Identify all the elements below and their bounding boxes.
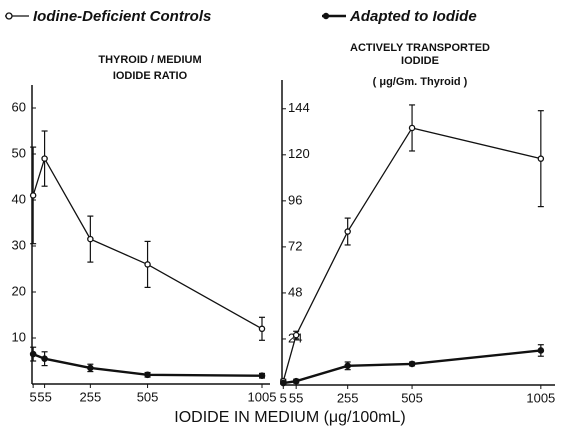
marker <box>344 362 351 370</box>
x-tick-label: 255 <box>337 390 359 405</box>
y-tick-label: 30 <box>12 237 26 252</box>
marker <box>292 377 300 385</box>
x-tick-label: 255 <box>80 389 102 404</box>
x-tick-label: 5 <box>30 389 37 404</box>
y-tick-label: 40 <box>12 191 26 206</box>
y-tick-label: 60 <box>12 99 26 114</box>
y-tick-label: 96 <box>288 192 302 207</box>
x-tick-label: 505 <box>401 390 423 405</box>
legend-marker <box>5 12 13 20</box>
x-tick-label: 5 <box>280 390 287 405</box>
chart-title: IODIDE <box>401 55 439 67</box>
x-axis-label: IODIDE IN MEDIUM (μg/100mL) <box>174 409 405 426</box>
marker <box>29 192 37 199</box>
marker <box>29 350 37 358</box>
marker <box>258 372 266 380</box>
y-tick-label: 10 <box>12 329 26 344</box>
legend-label: Iodine-Deficient Controls <box>33 8 211 25</box>
x-tick-label: 55 <box>37 389 51 404</box>
marker <box>279 379 287 387</box>
marker <box>87 235 94 243</box>
marker <box>144 261 151 268</box>
chart-title: ACTIVELY TRANSPORTED <box>350 42 490 54</box>
series-line <box>282 127 541 382</box>
chart-title: IODIDE RATIO <box>113 70 188 82</box>
marker <box>292 331 300 339</box>
marker <box>258 325 266 333</box>
marker <box>537 347 545 354</box>
chart-title: ( μg/Gm. Thyroid ) <box>373 76 468 88</box>
marker <box>41 355 48 363</box>
marker <box>344 228 351 235</box>
y-tick-label: 144 <box>288 100 310 115</box>
y-tick-label: 48 <box>288 284 302 299</box>
marker <box>87 364 94 372</box>
marker <box>408 124 416 132</box>
x-tick-label: 55 <box>289 390 303 405</box>
x-tick-label: 505 <box>137 389 159 404</box>
legend-marker <box>322 12 330 20</box>
marker <box>144 371 151 379</box>
y-tick-label: 50 <box>12 145 26 160</box>
legend-label: Adapted to Iodide <box>349 8 477 25</box>
y-tick-label: 72 <box>288 238 302 253</box>
marker <box>408 360 416 368</box>
marker <box>537 155 545 162</box>
x-tick-label: 1005 <box>248 389 277 404</box>
y-tick-label: 120 <box>288 146 310 161</box>
x-tick-label: 1005 <box>526 390 555 405</box>
y-tick-label: 20 <box>12 283 26 298</box>
chart-title: THYROID / MEDIUM <box>98 54 201 66</box>
marker <box>41 155 48 162</box>
